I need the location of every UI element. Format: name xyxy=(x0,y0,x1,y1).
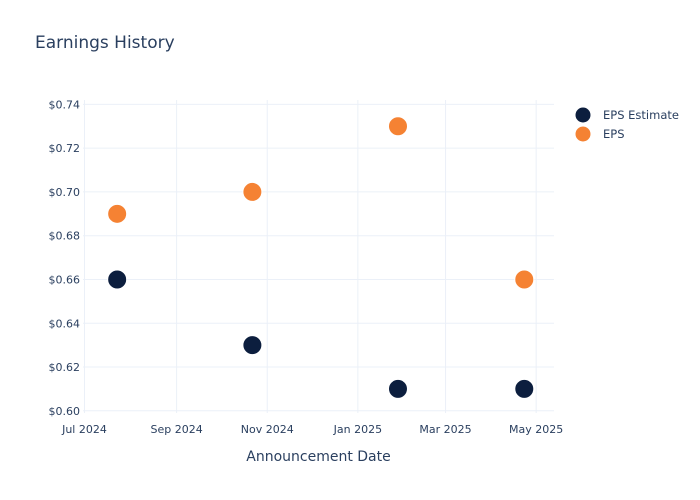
y-tick-label: $0.64 xyxy=(49,317,81,330)
y-tick-label: $0.66 xyxy=(49,273,81,286)
legend-label-eps-estimate: EPS Estimate xyxy=(603,108,679,122)
x-tick-label: May 2025 xyxy=(509,423,563,436)
legend[interactable]: EPS Estimate EPS xyxy=(574,106,679,143)
y-tick-label: $0.70 xyxy=(49,186,81,199)
eps-point xyxy=(387,116,408,137)
eps-estimate-point xyxy=(387,378,408,399)
x-tick-label: Nov 2024 xyxy=(241,423,294,436)
y-axis-ticks: $0.60 $0.62 $0.64 $0.66 $0.68 $0.70 $0.72 $0.74 xyxy=(49,98,81,417)
chart-title: Earnings History xyxy=(35,33,175,53)
eps-estimate-point xyxy=(107,269,128,290)
y-tick-label: $0.62 xyxy=(49,361,81,374)
y-tick-label: $0.60 xyxy=(49,405,81,418)
data-points xyxy=(107,116,535,399)
x-axis-title: Announcement Date xyxy=(246,449,390,465)
legend-label-eps: EPS xyxy=(603,127,625,141)
y-tick-label: $0.72 xyxy=(49,142,81,155)
y-tick-label: $0.68 xyxy=(49,230,81,243)
legend-marker-eps-estimate xyxy=(574,106,592,124)
eps-point xyxy=(514,269,535,290)
grid-layer xyxy=(83,100,554,413)
y-tick-label: $0.74 xyxy=(49,98,81,111)
x-axis-ticks: Jul 2024 Sep 2024 Nov 2024 Jan 2025 Mar 2025… xyxy=(61,423,563,436)
x-tick-label: Jul 2024 xyxy=(61,423,107,436)
eps-estimate-point xyxy=(242,335,263,356)
x-tick-label: Jan 2025 xyxy=(333,423,382,436)
eps-estimate-point xyxy=(514,378,535,399)
x-tick-label: Sep 2024 xyxy=(150,423,202,436)
eps-point xyxy=(242,181,263,202)
legend-marker-eps xyxy=(574,125,592,143)
eps-point xyxy=(107,203,128,224)
x-tick-label: Mar 2025 xyxy=(419,423,471,436)
